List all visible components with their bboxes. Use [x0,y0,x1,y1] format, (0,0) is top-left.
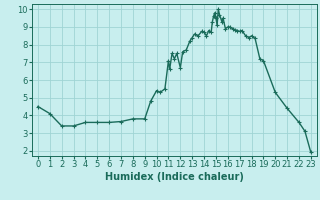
X-axis label: Humidex (Indice chaleur): Humidex (Indice chaleur) [105,172,244,182]
